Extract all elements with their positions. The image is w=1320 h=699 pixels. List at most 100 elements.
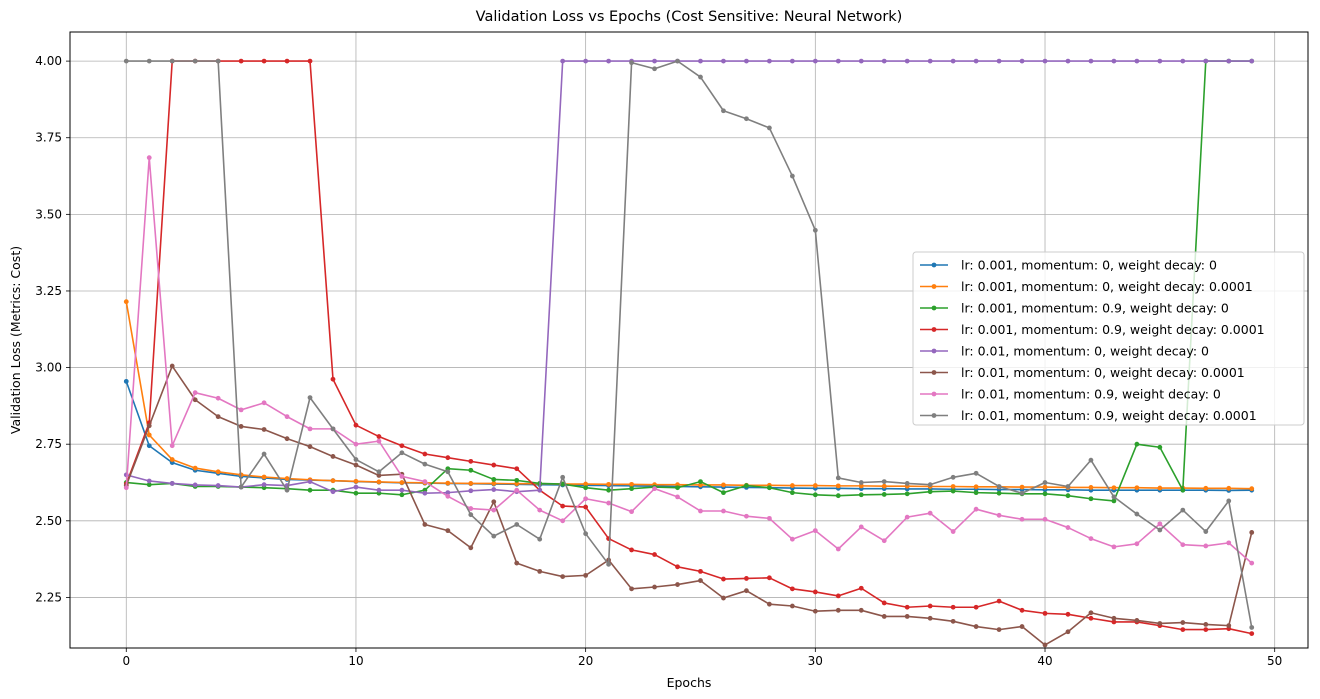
- data-point: [766, 58, 772, 64]
- data-point: [399, 443, 405, 449]
- data-point: [1134, 618, 1140, 623]
- data-point: [858, 58, 864, 64]
- data-point: [169, 481, 175, 486]
- data-point: [950, 58, 956, 64]
- data-point: [789, 586, 795, 592]
- legend-swatch-marker: [931, 348, 937, 354]
- data-point: [927, 489, 933, 495]
- data-point: [835, 593, 841, 599]
- data-point: [812, 528, 818, 534]
- data-point: [858, 492, 864, 498]
- data-point: [927, 482, 933, 488]
- data-point: [284, 476, 290, 481]
- data-point: [606, 487, 612, 493]
- data-point: [996, 512, 1002, 518]
- data-point: [445, 469, 451, 475]
- data-point: [422, 461, 428, 467]
- data-point: [1249, 58, 1255, 64]
- data-point: [1065, 493, 1071, 499]
- legend-swatch-marker: [931, 327, 937, 332]
- data-point: [606, 561, 612, 567]
- data-point: [192, 397, 198, 403]
- data-point: [583, 485, 589, 491]
- data-point: [973, 484, 979, 490]
- data-point: [973, 604, 979, 610]
- chart-title: Validation Loss vs Epochs (Cost Sensitiv…: [476, 9, 903, 25]
- data-point: [192, 482, 198, 488]
- data-point: [698, 58, 703, 64]
- data-point: [307, 444, 313, 450]
- data-point: [1134, 58, 1140, 64]
- data-point: [1180, 627, 1186, 633]
- data-point: [1226, 540, 1232, 546]
- legend-swatch-marker: [931, 391, 937, 397]
- data-point: [445, 480, 451, 486]
- data-point: [996, 490, 1002, 496]
- data-point: [1157, 485, 1163, 491]
- data-point: [353, 462, 359, 468]
- data-point: [904, 481, 910, 486]
- data-point: [766, 485, 772, 491]
- data-point: [950, 474, 956, 480]
- data-point: [721, 482, 726, 488]
- data-point: [789, 483, 795, 488]
- data-point: [1042, 491, 1048, 497]
- legend-label: lr: 0.01, momentum: 0.9, weight decay: 0: [961, 387, 1221, 402]
- data-point: [996, 58, 1002, 64]
- legend-item: lr: 0.001, momentum: 0, weight decay: 0: [920, 258, 1217, 273]
- x-tick-label: 50: [1267, 654, 1282, 668]
- data-point: [950, 484, 956, 489]
- data-point: [583, 481, 589, 487]
- data-point: [1019, 624, 1025, 629]
- data-point: [1088, 496, 1094, 502]
- legend-label: lr: 0.001, momentum: 0, weight decay: 0: [961, 258, 1217, 273]
- legend-label: lr: 0.01, momentum: 0.9, weight decay: 0…: [961, 408, 1257, 423]
- data-point: [881, 479, 887, 484]
- data-point: [514, 477, 520, 483]
- legend-item: lr: 0.001, momentum: 0.9, weight decay: …: [920, 301, 1229, 316]
- data-point: [835, 607, 841, 613]
- series-6: [123, 363, 1255, 648]
- data-point: [881, 58, 887, 64]
- data-point: [1203, 627, 1209, 633]
- data-point: [583, 504, 589, 510]
- data-point: [766, 515, 772, 521]
- legend-item: lr: 0.01, momentum: 0.9, weight decay: 0…: [920, 408, 1257, 423]
- data-point: [629, 586, 634, 592]
- data-point: [881, 492, 887, 497]
- data-point: [721, 490, 726, 496]
- data-point: [858, 483, 864, 489]
- data-point: [468, 467, 474, 473]
- data-point: [146, 423, 152, 429]
- data-point: [973, 506, 979, 512]
- data-point: [996, 627, 1002, 633]
- data-point: [812, 589, 818, 595]
- data-point: [1019, 490, 1025, 496]
- data-point: [1019, 58, 1025, 64]
- data-point: [238, 424, 244, 429]
- data-point: [491, 462, 497, 468]
- data-point: [1157, 527, 1163, 533]
- series-line: [125, 156, 1253, 564]
- data-point: [1111, 619, 1117, 625]
- data-point: [652, 58, 657, 64]
- data-point: [560, 503, 566, 509]
- data-point: [698, 74, 703, 80]
- y-tick-label: 2.50: [35, 514, 62, 528]
- data-point: [123, 485, 129, 491]
- data-point: [789, 173, 795, 179]
- data-point: [1065, 629, 1071, 635]
- data-point: [789, 536, 795, 542]
- data-point: [698, 482, 703, 488]
- data-point: [468, 512, 474, 518]
- data-point: [698, 508, 703, 514]
- data-point: [1042, 610, 1048, 616]
- data-point: [330, 454, 336, 459]
- data-point: [744, 513, 749, 519]
- data-point: [491, 533, 497, 539]
- data-point: [1249, 530, 1255, 535]
- data-point: [1019, 607, 1025, 613]
- data-point: [675, 564, 680, 570]
- data-point: [284, 436, 290, 442]
- data-point: [652, 584, 657, 590]
